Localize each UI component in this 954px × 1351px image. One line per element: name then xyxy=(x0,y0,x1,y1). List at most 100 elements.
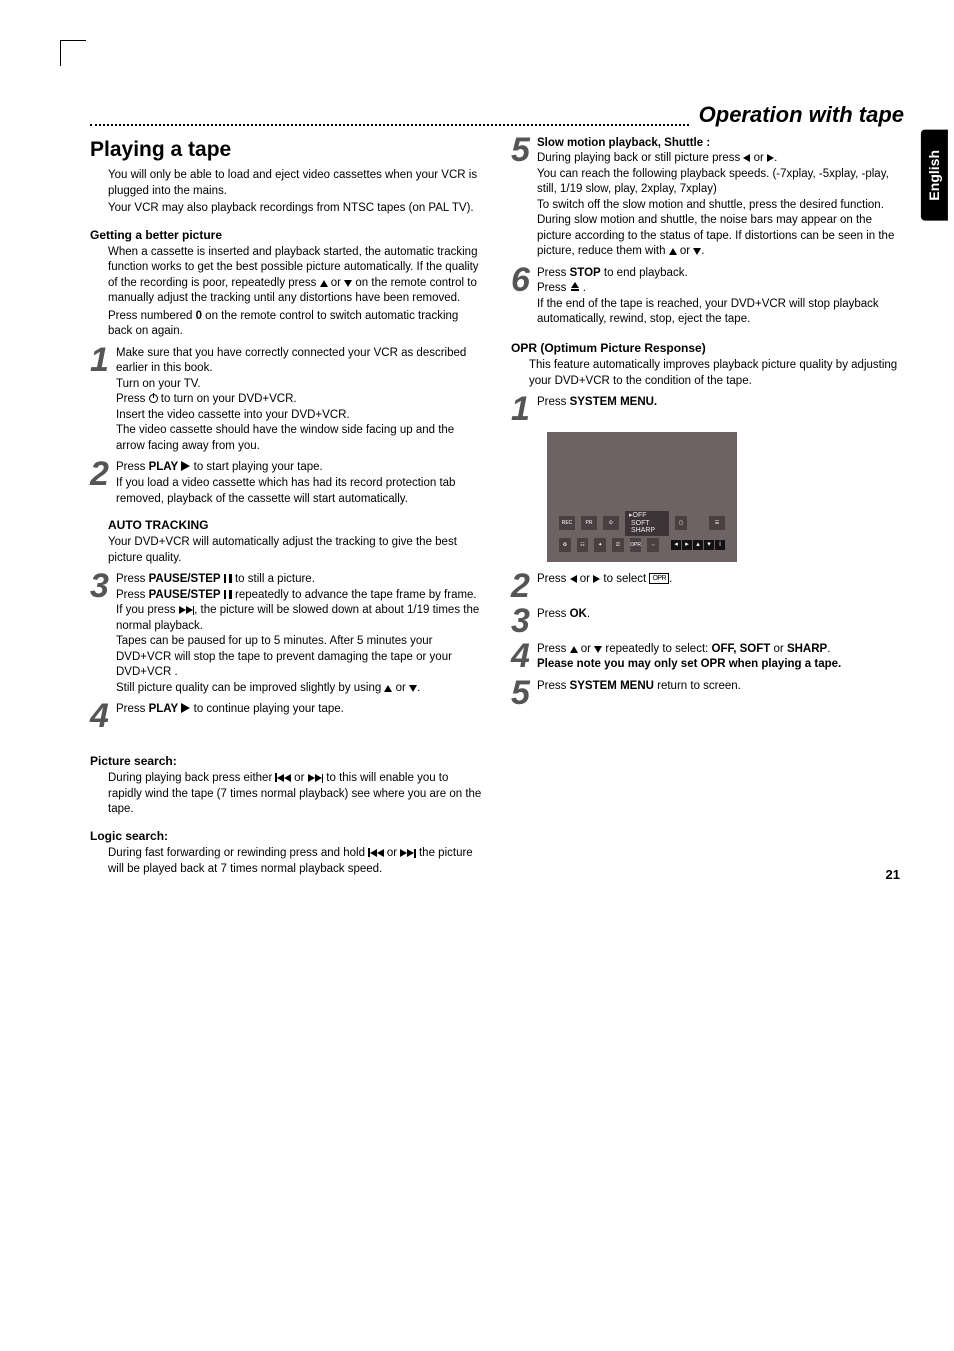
t: or xyxy=(392,682,409,694)
t: Your DVD+VCR will automatically adjust t… xyxy=(108,535,483,566)
t: Press SYSTEM MENU return to screen. xyxy=(537,679,904,695)
t: OK xyxy=(570,608,587,620)
t: Please note you may only set OPR when pl… xyxy=(537,657,904,673)
t: or xyxy=(578,643,595,655)
step-3: 3 Press PAUSE/STEP to still a picture. P… xyxy=(90,572,483,696)
t: SOFT xyxy=(631,520,650,527)
t: To switch off the slow motion and shuttl… xyxy=(537,198,904,214)
t: This feature automatically improves play… xyxy=(529,358,904,389)
t: or xyxy=(577,573,594,585)
t: repeatedly to select: xyxy=(602,643,711,655)
step-2: 2 Press PLAY to start playing your tape.… xyxy=(90,460,483,507)
body-text: Press numbered 0 on the remote control t… xyxy=(108,309,483,340)
t: During slow motion and shuttle, the nois… xyxy=(537,213,904,260)
pause-icon xyxy=(224,574,232,583)
t: Press or repeatedly to select: OFF, SOFT… xyxy=(537,642,904,658)
osd-screenshot: REC PR ⏲ ▸OFF SOFT SHARP ▢ ☰ ♻ ☷ ✦ xyxy=(547,432,737,562)
page-header: Operation with tape xyxy=(90,100,904,130)
t: repeatedly to advance the tape frame by … xyxy=(232,589,477,601)
t: During playing back or still picture pre… xyxy=(537,152,743,164)
opr-step-5: 5 Press SYSTEM MENU return to screen. xyxy=(511,679,904,708)
t: PAUSE/STEP xyxy=(149,589,221,601)
section-title: Playing a tape xyxy=(90,136,483,164)
play-icon xyxy=(181,703,190,713)
t: . xyxy=(827,643,830,655)
t: STOP xyxy=(570,267,601,279)
t: OFF xyxy=(633,512,647,519)
t: Press SYSTEM MENU. xyxy=(537,395,904,411)
power-icon xyxy=(149,394,158,403)
osd-icon: ☰ xyxy=(709,516,725,530)
t: . xyxy=(587,608,590,620)
opr-icon: OPR xyxy=(649,573,669,584)
step-number: 4 xyxy=(90,702,114,731)
t: to continue playing your tape. xyxy=(194,703,344,715)
osd-icon: ♻ xyxy=(559,538,571,552)
opr-step-2: 2 Press or to select OPR. xyxy=(511,572,904,601)
osd-icon: ✦ xyxy=(594,538,606,552)
t: You can reach the following playback spe… xyxy=(537,167,904,198)
osd-icon: ☷ xyxy=(577,538,589,552)
t: Press xyxy=(537,680,570,692)
subhead-autotracking: AUTO TRACKING xyxy=(90,517,483,533)
t: . xyxy=(669,573,672,585)
fwd-end-icon xyxy=(308,774,324,783)
step-5: 5 Slow motion playback, Shuttle : During… xyxy=(511,136,904,260)
t: SYSTEM MENU xyxy=(570,680,654,692)
t: The video cassette should have the windo… xyxy=(116,423,483,454)
t: During fast forwarding or rewinding pres… xyxy=(108,847,368,859)
osd-icon: PR xyxy=(581,516,597,530)
body-text: When a cassette is inserted and playback… xyxy=(108,245,483,307)
step-6: 6 Press STOP to end playback. Press . If… xyxy=(511,266,904,328)
t: SHARP xyxy=(787,643,827,655)
t: Turn on your TV. xyxy=(116,377,483,393)
step-number: 2 xyxy=(511,572,535,601)
t: Press xyxy=(537,573,570,585)
osd-arrows: ◂▸▴▾i xyxy=(671,540,725,550)
t: Press OK. xyxy=(537,607,904,623)
fwd-end-icon xyxy=(400,849,416,858)
t: PLAY xyxy=(149,461,179,473)
t: to select xyxy=(600,573,649,585)
left-arrow-icon xyxy=(570,575,577,583)
language-tab: English xyxy=(921,130,948,221)
t: to still a picture. xyxy=(232,573,315,585)
t: If you press , the picture will be slowe… xyxy=(116,603,483,634)
t: or xyxy=(750,152,767,164)
step-number: 5 xyxy=(511,136,535,165)
opr-step-3: 3 Press OK. xyxy=(511,607,904,636)
t: Press xyxy=(537,608,570,620)
osd-opr-menu: ▸OFF SOFT SHARP xyxy=(625,511,669,536)
osd-icon: ⇔ xyxy=(647,538,659,552)
t: During playing back press either or to t… xyxy=(108,771,483,818)
subhead-logic-search: Logic search: xyxy=(90,828,483,844)
t: return to screen. xyxy=(654,680,741,692)
step-4: 4 Press PLAY to continue playing your ta… xyxy=(90,702,483,731)
t: PAUSE/STEP xyxy=(149,573,221,585)
t: SHARP xyxy=(631,527,655,534)
t: or xyxy=(384,847,401,859)
t: Press or to select OPR. xyxy=(537,572,904,588)
intro-text: You will only be able to load and eject … xyxy=(108,168,483,199)
subhead-picture-search: Picture search: xyxy=(90,753,483,769)
t: Press to turn on your DVD+VCR. xyxy=(116,392,483,408)
header-dots xyxy=(90,124,689,126)
t: During playing back press either xyxy=(108,772,275,784)
t: PLAY xyxy=(149,703,179,715)
rew-start-icon xyxy=(275,773,291,782)
t: . xyxy=(580,282,586,294)
t: Press xyxy=(537,282,570,294)
play-icon xyxy=(181,461,190,471)
step-number: 6 xyxy=(511,266,535,295)
osd-icon: ⎚ xyxy=(612,538,624,552)
t: If the end of the tape is reached, your … xyxy=(537,297,904,328)
t: SYSTEM MENU. xyxy=(570,396,658,408)
osd-icon: OPR xyxy=(630,538,642,552)
pause-icon xyxy=(224,590,232,599)
t: Press PLAY to continue playing your tape… xyxy=(116,702,483,718)
t: During slow motion and shuttle, the nois… xyxy=(537,214,894,257)
subhead-opr: OPR (Optimum Picture Response) xyxy=(511,340,904,356)
up-arrow-icon xyxy=(320,280,328,287)
t: Press xyxy=(116,573,149,585)
t: or xyxy=(677,245,694,257)
